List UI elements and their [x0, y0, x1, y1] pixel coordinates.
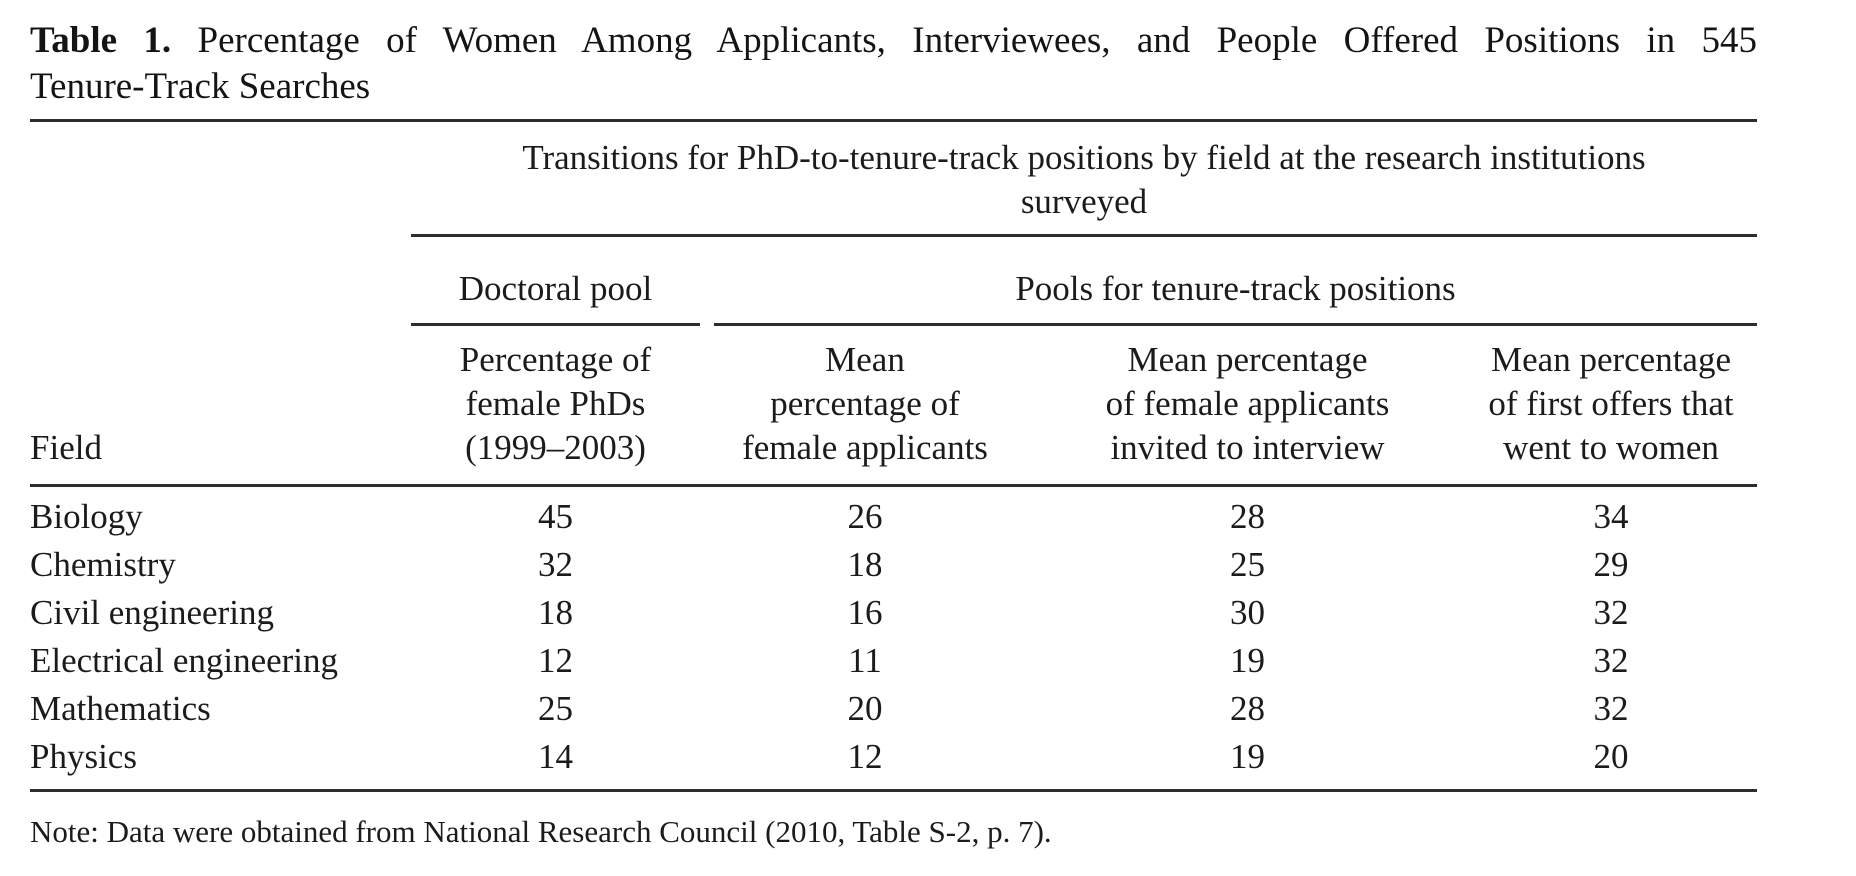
caption-number-label: Table 1. [30, 20, 172, 61]
phd-pct-cell: 18 [538, 593, 573, 632]
table-row: Biology 45 26 28 34 [30, 486, 1757, 542]
interview-pct-column-header: Mean percentage of female applicants inv… [1030, 326, 1465, 487]
offers-pct-cell: 34 [1593, 497, 1629, 536]
field-cell: Mathematics [30, 689, 211, 728]
caption-line-1: Table 1. Percentage of Women Among Appli… [30, 18, 1757, 64]
field-cell: Chemistry [30, 545, 176, 584]
offers-pct-cell: 20 [1465, 733, 1757, 792]
results-table: Transitions for PhD-to-tenure-track posi… [30, 122, 1757, 792]
applicants-pct-cell: 11 [848, 641, 882, 680]
offers-pct-cell: 32 [1593, 641, 1629, 680]
empty-cell [30, 236, 411, 327]
tenure-pools-group-cell: Pools for tenure-track positions [700, 236, 1757, 326]
table-caption: Table 1. Percentage of Women Among Appli… [30, 18, 1757, 110]
table-row: Chemistry 32 18 25 29 [30, 541, 1757, 589]
interview-pct-cell: 28 [1230, 497, 1265, 536]
phd-pct-cell: 12 [538, 641, 573, 680]
field-cell: Electrical engineering [30, 641, 339, 680]
phd-pct-column-header: Percentage of female PhDs (1999–2003) [411, 326, 700, 487]
offers-pct-cell: 32 [1593, 689, 1629, 728]
field-cell: Physics [30, 733, 411, 792]
phd-pct-cell: 32 [538, 545, 573, 584]
table-row: Civil engineering 18 16 30 32 [30, 589, 1757, 637]
offers-pct-cell: 32 [1593, 593, 1629, 632]
top-rule [30, 119, 1757, 122]
table-row: Electrical engineering 12 11 19 32 [30, 637, 1757, 685]
interview-pct-cell: 19 [1230, 641, 1265, 680]
field-cell: Civil engineering [30, 593, 274, 632]
interview-pct-cell: 19 [1030, 733, 1465, 792]
interview-pct-cell: 30 [1230, 593, 1265, 632]
phd-pct-cell: 45 [538, 497, 573, 536]
spanner-header: Transitions for PhD-to-tenure-track posi… [411, 122, 1757, 237]
column-header-row: Field Percentage of female PhDs (1999–20… [30, 326, 1757, 487]
empty-cell [30, 122, 411, 236]
tenure-pools-group-header: Pools for tenure-track positions [714, 237, 1757, 326]
source-note: Note: Data were obtained from National R… [30, 814, 1052, 849]
applicants-pct-cell: 18 [847, 545, 883, 584]
offers-pct-column-header: Mean percentage of first offers that wen… [1465, 326, 1757, 487]
phd-pct-cell: 14 [411, 733, 700, 792]
table-body: Biology 45 26 28 34 Chemistry 32 18 25 2… [30, 486, 1757, 792]
group-header-row: Doctoral pool Pools for tenure-track pos… [30, 236, 1757, 327]
field-column-header: Field [30, 326, 411, 487]
page: Table 1. Percentage of Women Among Appli… [30, 18, 1757, 849]
applicants-pct-column-header: Mean percentage of female applicants [700, 326, 1030, 487]
interview-pct-cell: 28 [1230, 689, 1265, 728]
applicants-pct-cell: 16 [847, 593, 883, 632]
phd-pct-cell: 25 [538, 689, 573, 728]
applicants-pct-cell: 12 [700, 733, 1030, 792]
applicants-pct-cell: 20 [847, 689, 883, 728]
doctoral-pool-group-header: Doctoral pool [411, 237, 700, 326]
doctoral-pool-group-cell: Doctoral pool [411, 236, 700, 326]
field-cell: Biology [30, 497, 143, 536]
applicants-pct-cell: 26 [847, 497, 883, 536]
caption-line-2: Tenure-Track Searches [30, 66, 371, 107]
offers-pct-cell: 29 [1593, 545, 1629, 584]
table-row: Physics 14 12 19 20 [30, 733, 1757, 792]
spanner-header-row: Transitions for PhD-to-tenure-track posi… [30, 122, 1757, 237]
caption-text: Percentage of Women Among Applicants, In… [197, 20, 1758, 61]
table-row: Mathematics 25 20 28 32 [30, 685, 1757, 733]
interview-pct-cell: 25 [1230, 545, 1265, 584]
